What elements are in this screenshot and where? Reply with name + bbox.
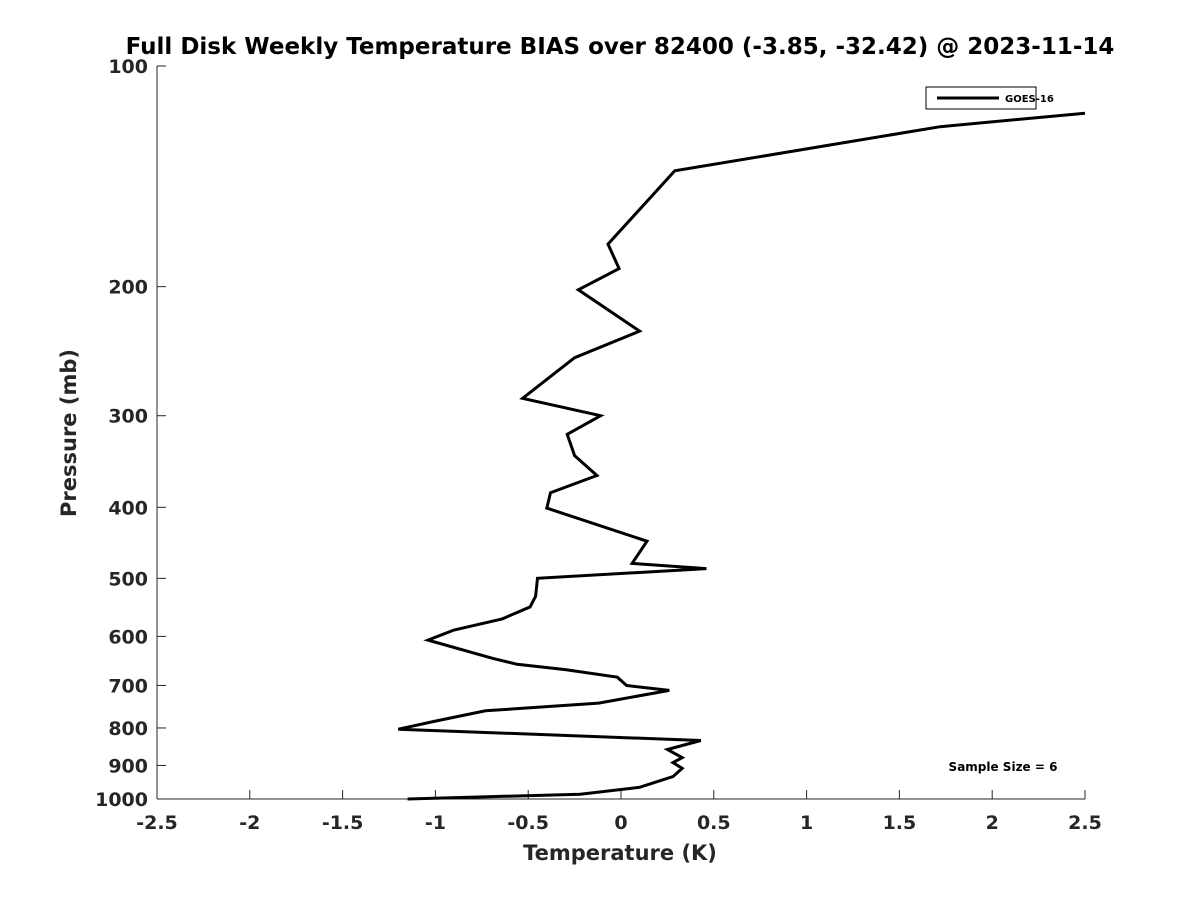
legend: GOES-16 [925,86,1054,110]
x-tick-label: 2.5 [1068,812,1102,834]
y-tick-label: 600 [108,626,148,648]
x-tick-label: 0.5 [697,812,731,834]
y-tick-label: 100 [108,56,148,78]
y-ticks: 100 200 300 400 500 600 700 800 900 1000 [95,56,166,811]
chart-title: Full Disk Weekly Temperature BIAS over 8… [126,34,1115,60]
x-tick-label: 2 [986,812,999,834]
series-group [397,111,1086,801]
y-tick-label: 700 [108,675,148,697]
x-tick-label: -2.5 [136,812,178,834]
legend-label: GOES-16 [1005,94,1054,105]
series-line [397,111,1086,801]
sample-size-annotation: Sample Size = 6 [949,760,1058,774]
x-ticks: -2.5 -2 -1.5 -1 -0.5 0 0.5 1 1.5 2 2.5 [136,790,1102,834]
y-tick-label: 500 [108,568,148,590]
y-tick-label: 900 [108,755,148,777]
y-axis-label: Pressure (mb) [57,349,81,517]
y-tick-label: 1000 [95,789,148,811]
x-tick-label: -0.5 [507,812,549,834]
x-tick-label: -1 [425,812,446,834]
y-tick-label: 400 [108,497,148,519]
x-axis-label: Temperature (K) [523,841,717,865]
x-tick-label: 0 [614,812,627,834]
x-tick-label: 1.5 [883,812,917,834]
y-tick-label: 300 [108,406,148,428]
y-tick-label: 200 [108,277,148,299]
x-tick-label: -1.5 [322,812,364,834]
x-tick-label: 1 [800,812,813,834]
y-tick-label: 800 [108,718,148,740]
x-tick-label: -2 [239,812,260,834]
plot-area: -2.5 -2 -1.5 -1 -0.5 0 0.5 1 1.5 2 2.5 100 200 300 40… [95,56,1102,834]
